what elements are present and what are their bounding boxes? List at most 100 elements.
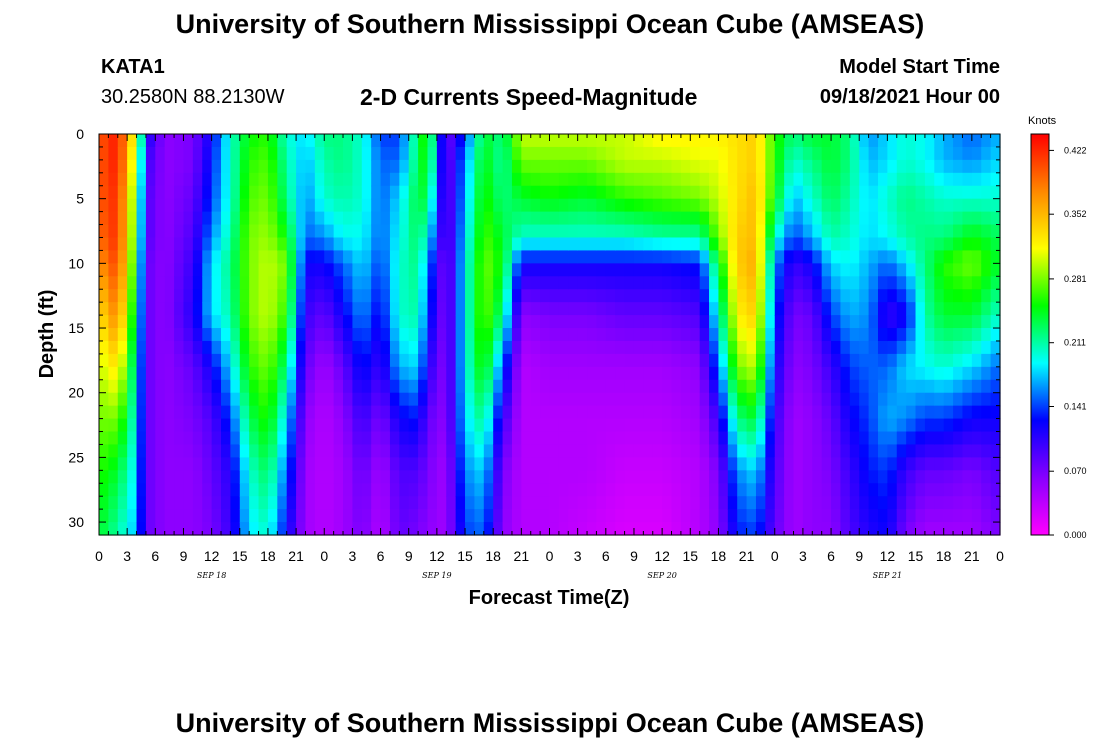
heatmap-cell bbox=[568, 211, 579, 226]
heatmap-cell bbox=[221, 224, 231, 239]
heatmap-cell bbox=[493, 457, 504, 471]
heatmap-cell bbox=[267, 340, 278, 355]
heatmap-cell bbox=[305, 379, 316, 394]
heatmap-cell bbox=[868, 444, 879, 458]
heatmap-cell bbox=[211, 328, 222, 342]
heatmap-cell bbox=[859, 509, 870, 523]
heatmap-cell bbox=[671, 418, 682, 433]
heatmap-cell bbox=[887, 224, 898, 239]
heatmap-cell bbox=[765, 392, 776, 407]
heatmap-cell bbox=[239, 509, 250, 523]
heatmap-cell bbox=[596, 392, 607, 407]
heatmap-cell bbox=[774, 211, 785, 226]
heatmap-cell bbox=[324, 315, 335, 329]
heatmap-cell bbox=[389, 457, 400, 471]
x-tick-label: 15 bbox=[457, 548, 473, 564]
heatmap-cell bbox=[314, 328, 325, 342]
heatmap-cell bbox=[399, 379, 410, 394]
heatmap-cell bbox=[934, 289, 945, 303]
heatmap-cell bbox=[962, 470, 973, 484]
heatmap-cell bbox=[737, 302, 748, 316]
heatmap-cell bbox=[652, 392, 663, 407]
heatmap-cell bbox=[493, 198, 504, 213]
heatmap-cell bbox=[821, 509, 832, 523]
heatmap-cell bbox=[849, 379, 860, 394]
heatmap-cell bbox=[549, 522, 560, 536]
heatmap-cell bbox=[296, 185, 307, 200]
heatmap-cell bbox=[821, 418, 832, 433]
heatmap-cell bbox=[615, 431, 626, 446]
heatmap-cell bbox=[784, 509, 795, 523]
heatmap-cell bbox=[164, 522, 175, 536]
heatmap-cell bbox=[286, 172, 297, 187]
x-tick-label: 3 bbox=[123, 548, 131, 564]
heatmap-cell bbox=[671, 509, 682, 523]
heatmap-cell bbox=[258, 496, 269, 510]
heatmap-cell bbox=[962, 522, 973, 536]
heatmap-cell bbox=[436, 146, 447, 161]
heatmap-cell bbox=[540, 328, 551, 342]
heatmap-cell bbox=[418, 366, 429, 381]
heatmap-cell bbox=[568, 418, 579, 433]
heatmap-cell bbox=[821, 237, 832, 252]
heatmap-cell bbox=[436, 509, 447, 523]
heatmap-cell bbox=[587, 302, 598, 316]
heatmap-cell bbox=[530, 379, 541, 394]
heatmap-cell bbox=[202, 146, 213, 161]
heatmap-cell bbox=[990, 353, 1001, 368]
heatmap-cell bbox=[934, 340, 945, 355]
heatmap-cell bbox=[99, 263, 109, 277]
heatmap-cell bbox=[399, 224, 410, 239]
heatmap-cell bbox=[418, 457, 429, 471]
heatmap-cell bbox=[502, 418, 513, 433]
heatmap-cell bbox=[596, 159, 607, 174]
heatmap-cell bbox=[896, 366, 907, 381]
heatmap-cell bbox=[136, 496, 147, 510]
heatmap-cell bbox=[699, 302, 710, 316]
heatmap-cell bbox=[727, 353, 738, 368]
heatmap-cell bbox=[784, 185, 795, 200]
heatmap-cell bbox=[953, 237, 964, 252]
heatmap-cell bbox=[633, 366, 644, 381]
heatmap-cell bbox=[840, 379, 851, 394]
heatmap-cell bbox=[455, 470, 466, 484]
heatmap-cell bbox=[427, 211, 438, 226]
heatmap-cell bbox=[680, 392, 691, 407]
heatmap-cell bbox=[577, 470, 588, 484]
heatmap-cell bbox=[624, 340, 635, 355]
heatmap-cell bbox=[690, 302, 701, 316]
heatmap-cell bbox=[652, 250, 663, 264]
heatmap-cell bbox=[690, 211, 701, 226]
heatmap-cell bbox=[493, 211, 504, 226]
heatmap-cell bbox=[474, 315, 485, 329]
heatmap-cell bbox=[887, 379, 898, 394]
heatmap-cell bbox=[540, 185, 551, 200]
heatmap-cell bbox=[887, 366, 898, 381]
heatmap-cell bbox=[652, 340, 663, 355]
heatmap-cell bbox=[990, 444, 1001, 458]
heatmap-cell bbox=[408, 418, 419, 433]
heatmap-cell bbox=[709, 496, 720, 510]
heatmap-cell bbox=[221, 250, 231, 264]
heatmap-cell bbox=[755, 340, 766, 355]
heatmap-cell bbox=[709, 522, 720, 536]
heatmap-cell bbox=[877, 457, 888, 471]
heatmap-cell bbox=[643, 250, 654, 264]
heatmap-cell bbox=[765, 340, 776, 355]
heatmap-cell bbox=[953, 263, 964, 277]
heatmap-cell bbox=[343, 211, 354, 226]
heatmap-cell bbox=[249, 159, 260, 174]
heatmap-cell bbox=[540, 405, 551, 420]
heatmap-cell bbox=[183, 405, 194, 420]
heatmap-cell bbox=[577, 172, 588, 187]
heatmap-cell bbox=[117, 392, 128, 407]
heatmap-cell bbox=[671, 379, 682, 394]
heatmap-cell bbox=[221, 172, 231, 187]
heatmap-cell bbox=[737, 483, 748, 497]
heatmap-cell bbox=[436, 522, 447, 536]
heatmap-cell bbox=[558, 431, 569, 446]
heatmap-cell bbox=[699, 146, 710, 161]
heatmap-cell bbox=[192, 353, 203, 368]
heatmap-cell bbox=[117, 185, 128, 200]
heatmap-cell bbox=[643, 146, 654, 161]
